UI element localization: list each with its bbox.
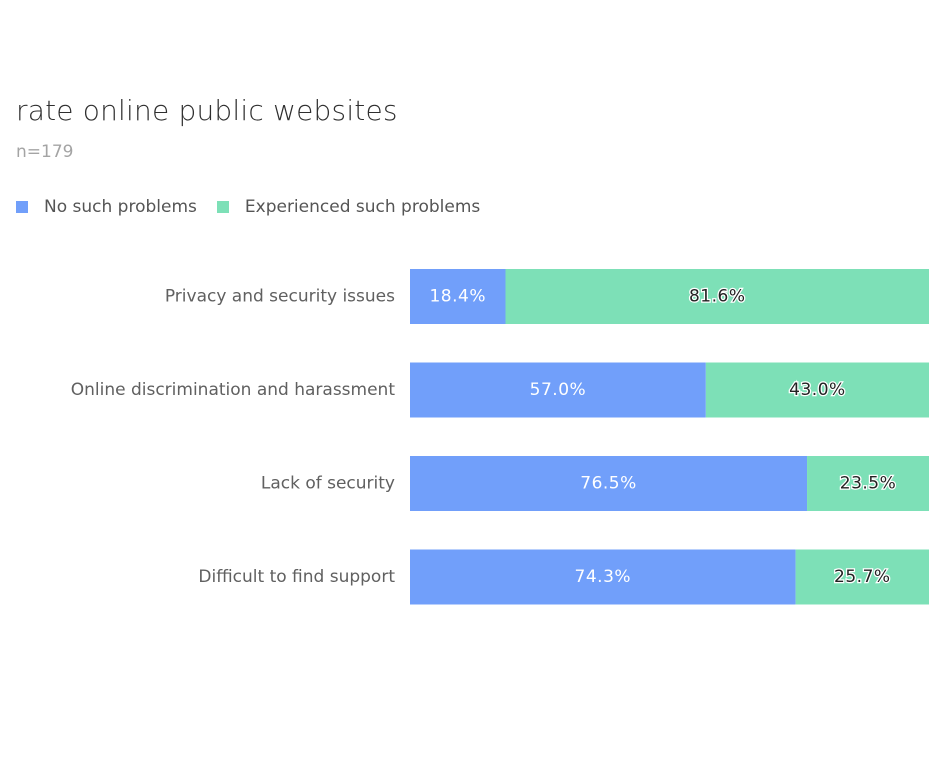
bar-segment-lack-of-security-experienced-problems[interactable] bbox=[807, 456, 929, 511]
chart-subtitle: n=179 bbox=[16, 142, 74, 162]
legend-label-no-problems: No such problems bbox=[44, 197, 197, 217]
data-label-lack-of-security-experienced-problems: 23.5% bbox=[840, 474, 897, 494]
chart-title: rate online public websites bbox=[16, 94, 398, 127]
data-label-online-discrimination-and-harassment-experienced-problems: 43.0% bbox=[789, 380, 846, 400]
category-label-lack-of-security: Lack of security bbox=[261, 474, 395, 494]
data-label-lack-of-security-no-problems: 76.5% bbox=[580, 474, 637, 494]
legend-swatch-no-problems bbox=[16, 201, 28, 213]
chart-legend: No such problems Experienced such proble… bbox=[16, 197, 500, 217]
bar-segment-lack-of-security-no-problems[interactable] bbox=[410, 456, 808, 511]
data-label-difficult-to-find-support-experienced-problems: 25.7% bbox=[834, 567, 891, 587]
bar-segment-online-discrimination-and-harassment-no-problems[interactable] bbox=[410, 362, 706, 418]
legend-item-no-problems: No such problems bbox=[16, 197, 197, 217]
legend-label-experienced-problems: Experienced such problems bbox=[244, 197, 481, 217]
data-label-online-discrimination-and-harassment-no-problems: 57.0% bbox=[530, 380, 587, 400]
legend-item-experienced-problems: Experienced such problems bbox=[216, 197, 481, 217]
bar-segment-difficult-to-find-support-no-problems[interactable] bbox=[410, 549, 796, 605]
category-label-difficult-to-find-support: Difficult to find support bbox=[198, 567, 395, 587]
legend-swatch-experienced-problems bbox=[216, 201, 229, 213]
bar-segment-privacy-and-security-issues-no-problems[interactable] bbox=[410, 269, 506, 324]
category-label-privacy-and-security-issues: Privacy and security issues bbox=[165, 287, 395, 307]
data-label-privacy-and-security-issues-no-problems: 18.4% bbox=[429, 287, 486, 307]
data-label-difficult-to-find-support-no-problems: 74.3% bbox=[575, 567, 632, 587]
bar-segment-online-discrimination-and-harassment-experienced-problems[interactable] bbox=[705, 362, 929, 418]
bar-segment-difficult-to-find-support-experienced-problems[interactable] bbox=[795, 549, 929, 605]
category-label-online-discrimination-and-harassment: Online discrimination and harassment bbox=[71, 380, 396, 400]
data-label-privacy-and-security-issues-experienced-problems: 81.6% bbox=[689, 287, 746, 307]
bar-segment-privacy-and-security-issues-experienced-problems[interactable] bbox=[505, 269, 929, 324]
